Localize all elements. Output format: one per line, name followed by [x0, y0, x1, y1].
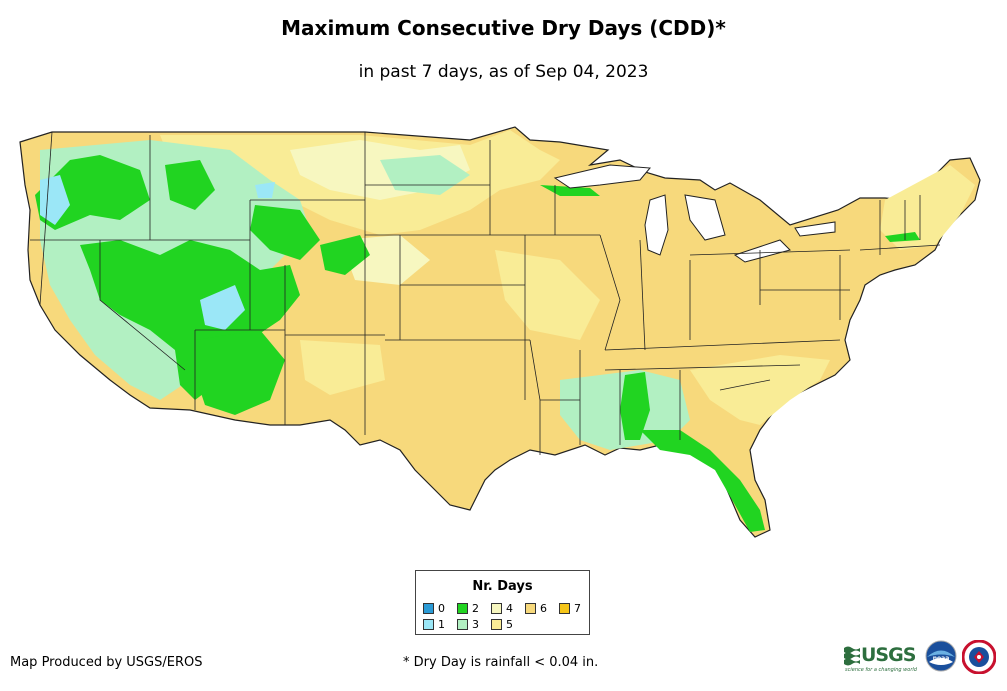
- dry-day-footnote: * Dry Day is rainfall < 0.04 in.: [403, 655, 599, 670]
- legend-item-7: 7: [559, 603, 581, 615]
- noaa-logo-icon: noaa: [925, 640, 957, 672]
- cdd-map: [19, 126, 981, 538]
- region-5-days-midwest: [495, 250, 600, 340]
- state-boundaries: [30, 131, 941, 455]
- usgs-tagline: science for a changing world: [845, 667, 917, 673]
- legend-item-0: 0: [423, 603, 445, 615]
- legend-item-2: 2: [457, 603, 479, 615]
- noaa-logo-text: noaa: [933, 655, 950, 662]
- legend-label-3: 3: [472, 618, 479, 631]
- region-2-days-new-york: [885, 232, 920, 242]
- region-2-days-florida: [640, 430, 765, 532]
- region-2-days-wyoming: [250, 205, 320, 260]
- map-subtitle: in past 7 days, as of Sep 04, 2023: [358, 62, 649, 82]
- region-1-day-oregon: [40, 175, 70, 225]
- legend-swatch-7: [559, 603, 570, 614]
- legend-label-4: 4: [506, 602, 513, 615]
- legend-swatch-5: [491, 619, 502, 630]
- usgs-logo-icon: [844, 646, 860, 666]
- region-1-day-montana: [255, 182, 275, 198]
- legend-item-1: 1: [423, 619, 445, 631]
- legend-label-7: 7: [574, 602, 581, 615]
- region-2-days-arizona: [195, 330, 285, 415]
- legend-swatch-3: [457, 619, 468, 630]
- legend-label-0: 0: [438, 602, 445, 615]
- nws-logo-icon: [962, 640, 996, 674]
- legend-label-6: 6: [540, 602, 547, 615]
- legend-swatch-0: [423, 603, 434, 614]
- legend-swatch-2: [457, 603, 468, 614]
- region-2-days-alabama: [620, 372, 650, 440]
- lake-superior: [553, 164, 652, 189]
- region-2-days-idaho: [165, 160, 215, 210]
- region-2-days-west: [80, 240, 300, 400]
- legend-item-4: 4: [491, 603, 513, 615]
- legend-item-3: 3: [457, 619, 479, 631]
- legend-item-5: 5: [491, 619, 513, 631]
- legend-label-5: 5: [506, 618, 513, 631]
- region-2-days-colorado: [320, 235, 370, 275]
- legend: Nr. Days 0 2 4 6 7 1 3 5: [415, 570, 590, 635]
- legend-swatch-1: [423, 619, 434, 630]
- legend-swatch-6: [525, 603, 536, 614]
- legend-label-1: 1: [438, 618, 445, 631]
- legend-title: Nr. Days: [472, 579, 533, 594]
- map-title: Maximum Consecutive Dry Days (CDD)*: [281, 16, 726, 40]
- legend-swatch-4: [491, 603, 502, 614]
- region-5-days-northeast: [880, 165, 975, 250]
- region-5-days-texas: [300, 340, 385, 395]
- lake-ontario: [794, 221, 836, 237]
- map-credit: Map Produced by USGS/EROS: [10, 655, 203, 670]
- legend-item-6: 6: [525, 603, 547, 615]
- lake-erie: [733, 239, 791, 263]
- lake-michigan: [644, 194, 669, 256]
- usgs-wordmark: USGS: [861, 644, 916, 666]
- region-5-days-southeast: [690, 355, 830, 425]
- region-1-day-utah: [200, 285, 245, 330]
- lake-huron: [684, 194, 726, 241]
- legend-label-2: 2: [472, 602, 479, 615]
